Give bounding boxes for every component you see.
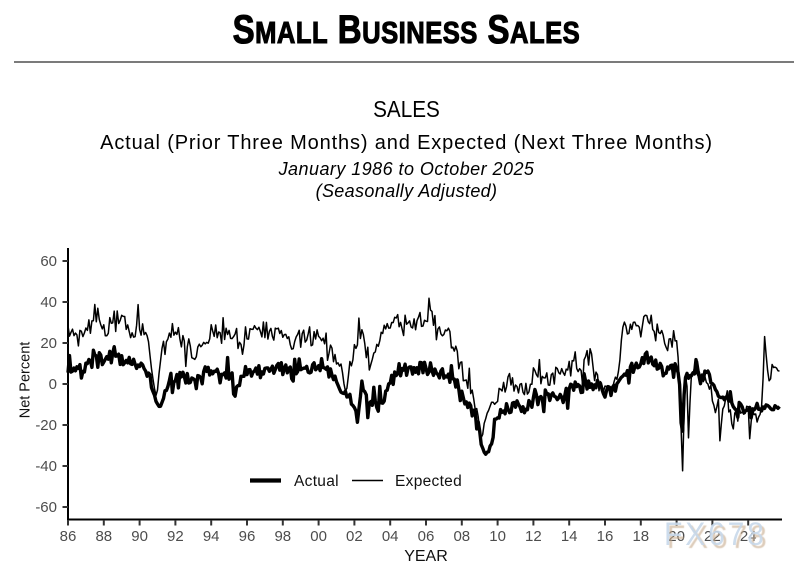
svg-text:60: 60 [40, 253, 57, 270]
svg-text:88: 88 [95, 528, 112, 545]
svg-text:24: 24 [740, 528, 757, 545]
svg-text:98: 98 [274, 528, 291, 545]
svg-text:0: 0 [49, 376, 57, 393]
svg-text:Actual: Actual [294, 473, 339, 490]
svg-text:04: 04 [382, 528, 399, 545]
svg-text:86: 86 [60, 528, 77, 545]
svg-text:Expected: Expected [395, 473, 462, 490]
svg-text:18: 18 [632, 528, 649, 545]
svg-text:-20: -20 [35, 417, 57, 434]
svg-text:90: 90 [131, 528, 148, 545]
svg-text:-60: -60 [35, 499, 57, 516]
svg-text:Net Percent: Net Percent [18, 342, 34, 419]
svg-text:12: 12 [525, 528, 542, 545]
svg-text:40: 40 [40, 294, 57, 311]
svg-text:06: 06 [418, 528, 435, 545]
svg-text:-40: -40 [35, 458, 57, 475]
svg-text:YEAR: YEAR [404, 548, 448, 565]
svg-text:20: 20 [40, 335, 57, 352]
svg-text:00: 00 [310, 528, 327, 545]
svg-text:94: 94 [203, 528, 220, 545]
svg-text:96: 96 [239, 528, 256, 545]
svg-text:14: 14 [561, 528, 578, 545]
svg-text:02: 02 [346, 528, 363, 545]
svg-text:22: 22 [704, 528, 721, 545]
svg-text:10: 10 [489, 528, 506, 545]
svg-text:16: 16 [597, 528, 614, 545]
svg-text:08: 08 [453, 528, 470, 545]
svg-text:20: 20 [668, 528, 685, 545]
svg-text:92: 92 [167, 528, 184, 545]
